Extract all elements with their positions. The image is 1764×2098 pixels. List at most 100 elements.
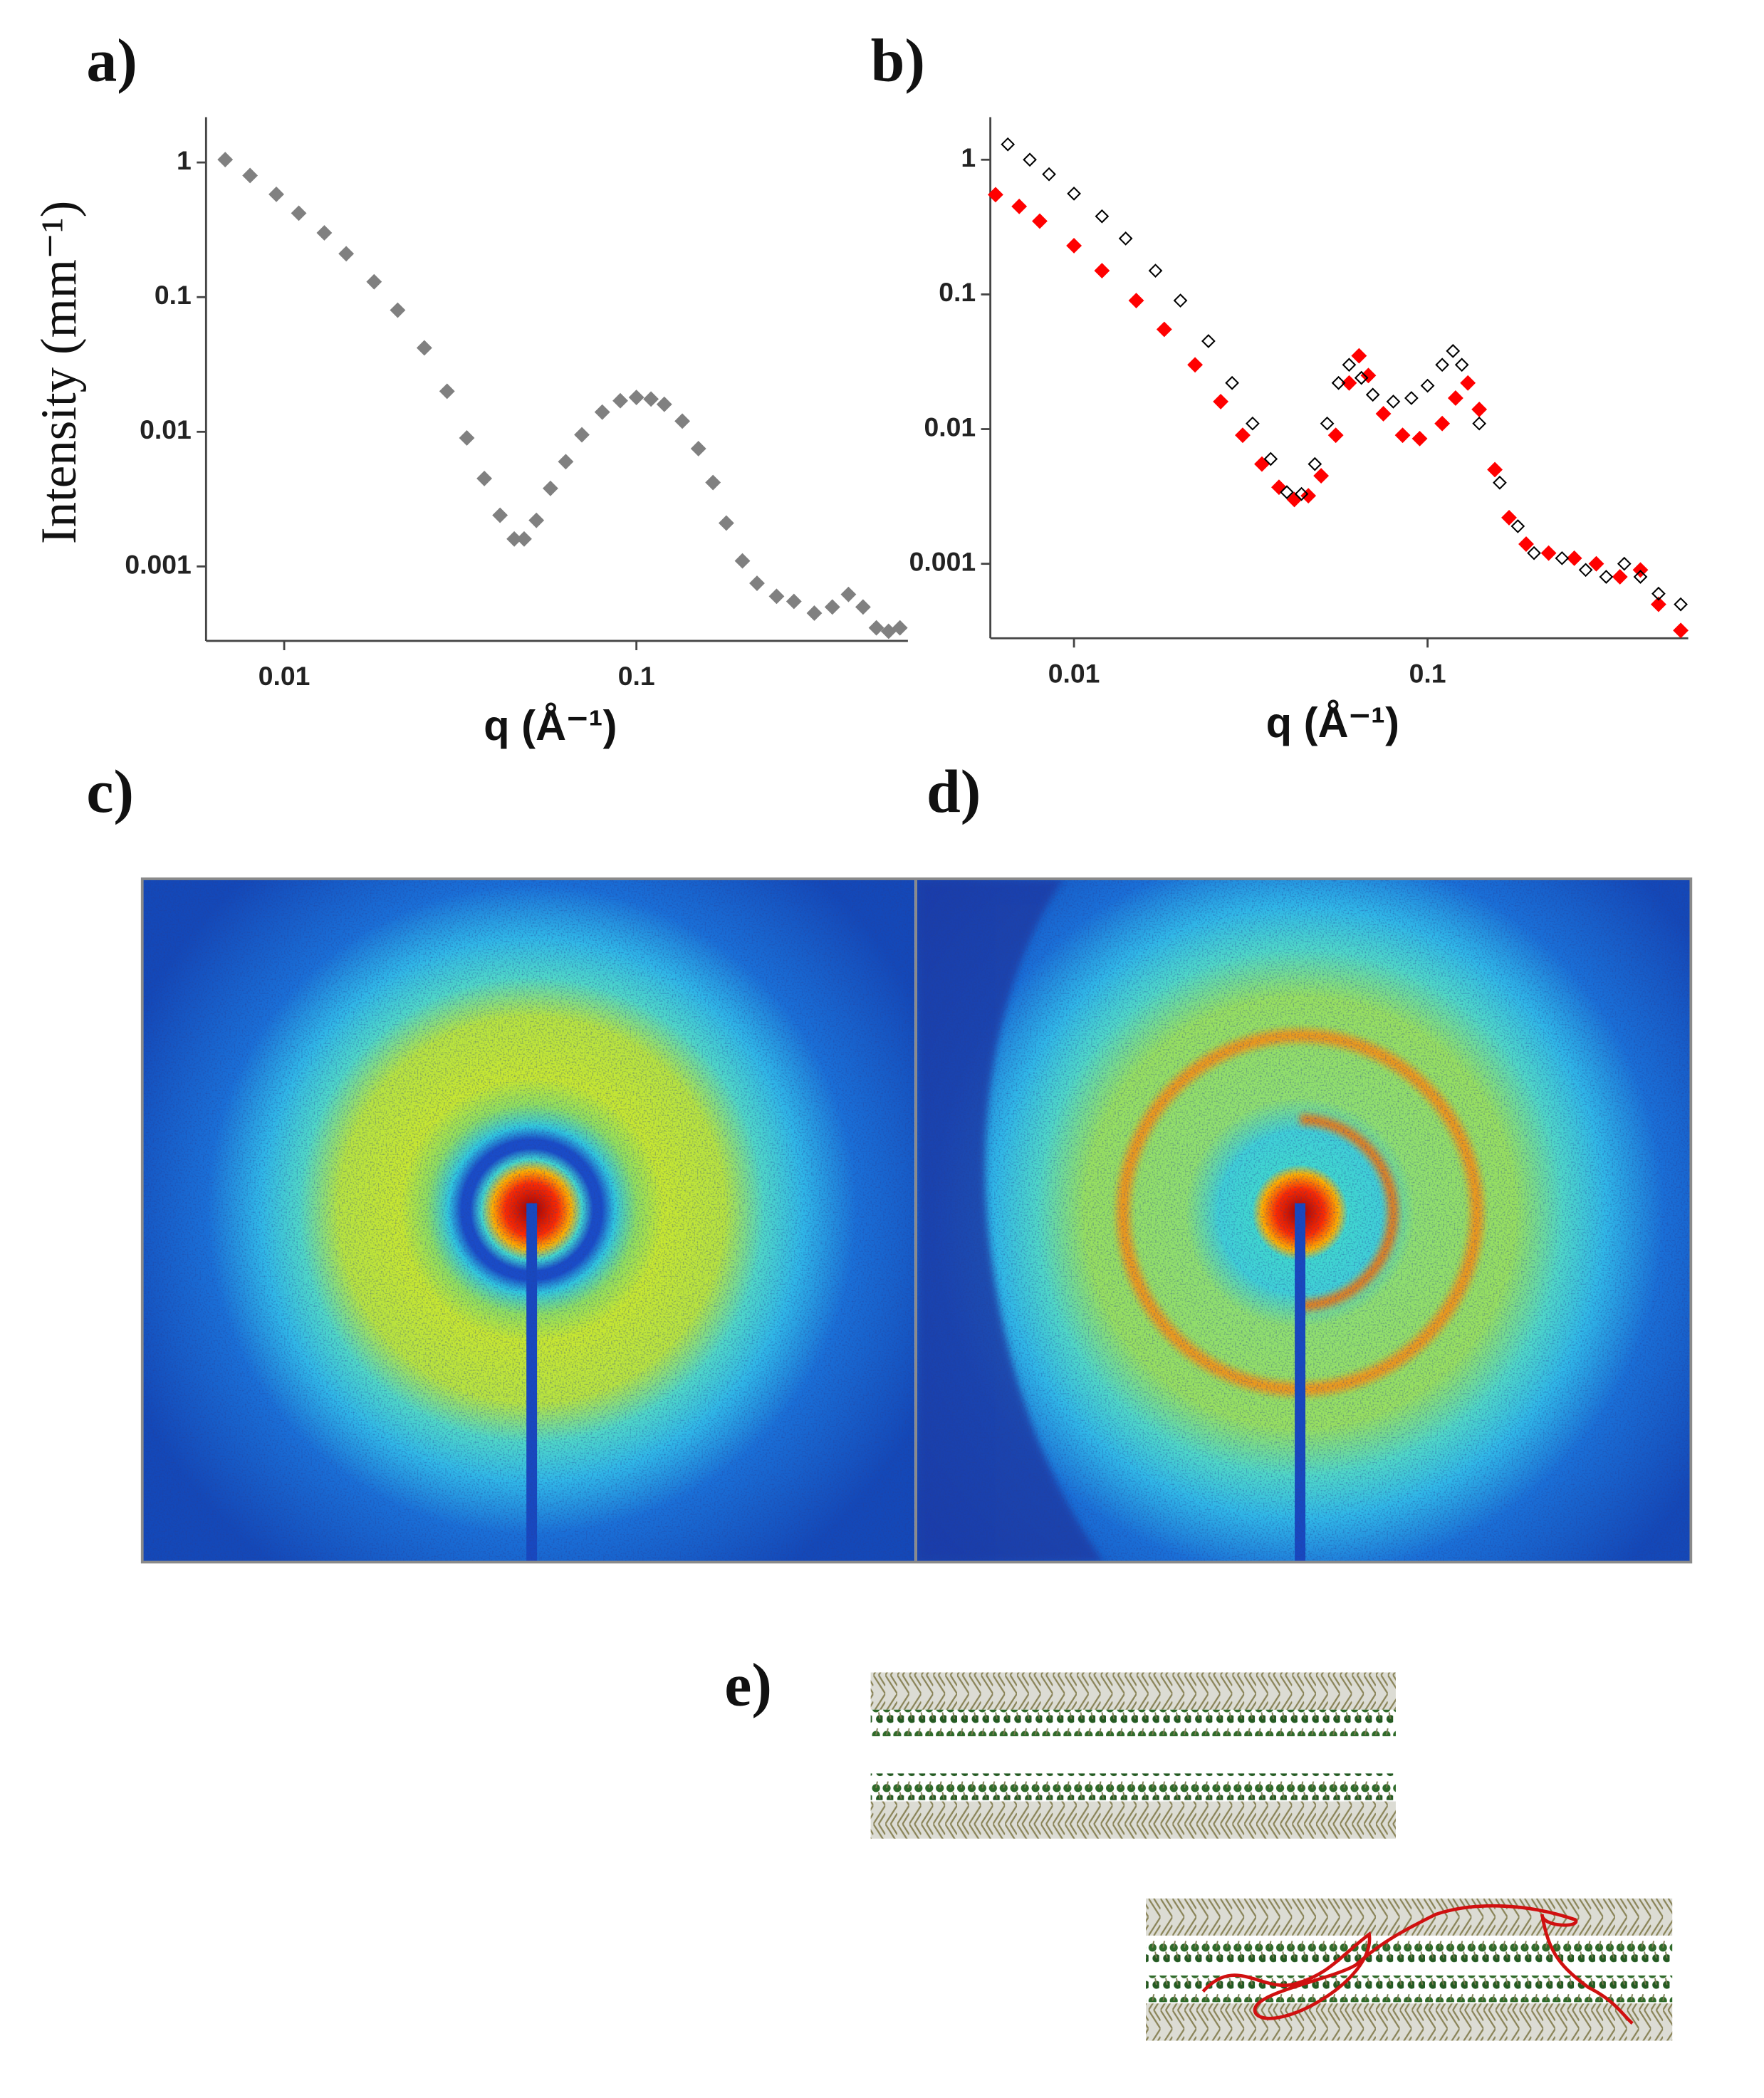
data-point <box>1518 536 1534 552</box>
data-point <box>1201 334 1216 348</box>
data-point <box>1487 461 1503 478</box>
data-point <box>1225 375 1239 390</box>
data-point <box>1001 137 1016 152</box>
data-point <box>855 599 871 615</box>
data-point <box>718 515 734 531</box>
data-point <box>824 599 840 615</box>
lipid-heads <box>870 1773 1396 1800</box>
data-point <box>338 246 355 262</box>
data-point <box>217 152 234 168</box>
data-point <box>1011 198 1028 214</box>
detector-image-c <box>142 879 915 1562</box>
panel-label: c) <box>86 757 134 825</box>
y-tick-label: 0.1 <box>155 280 192 310</box>
data-point <box>291 205 307 221</box>
data-point <box>1327 427 1344 444</box>
data-point <box>734 553 751 569</box>
data-point <box>1360 367 1377 384</box>
data-point <box>1446 344 1461 358</box>
x-tick-label: 0.01 <box>1048 658 1100 688</box>
bilayer-model <box>870 1672 1673 2041</box>
data-point <box>528 512 545 528</box>
data-point <box>1280 485 1294 499</box>
data-point <box>1042 167 1056 182</box>
data-point <box>1411 430 1428 447</box>
data-point <box>1271 479 1287 496</box>
data-point <box>1527 546 1541 560</box>
noise <box>142 879 915 1562</box>
data-point <box>316 225 333 241</box>
data-point <box>1246 416 1260 431</box>
data-point <box>1313 468 1330 484</box>
data-point <box>1435 358 1449 372</box>
lipid-tails <box>1146 2003 1673 2041</box>
data-point <box>880 623 897 640</box>
data-point <box>806 605 823 621</box>
data-point <box>439 383 455 400</box>
data-point <box>1674 597 1688 612</box>
data-point <box>1540 545 1557 561</box>
data-point <box>1365 387 1380 402</box>
data-point <box>492 507 508 523</box>
data-point <box>643 391 659 407</box>
x-tick-label: 0.1 <box>618 661 655 691</box>
data-point <box>1673 622 1689 639</box>
data-point <box>1331 375 1346 390</box>
data-point <box>1173 293 1188 308</box>
polymer-chain <box>1201 1904 1634 2025</box>
data-point <box>1472 416 1486 431</box>
noise <box>917 879 1691 1562</box>
data-point <box>892 620 908 636</box>
data-point <box>390 302 406 318</box>
y-tick-label: 1 <box>961 142 976 172</box>
data-point <box>268 186 284 202</box>
data-point <box>840 586 857 602</box>
data-point <box>612 392 628 409</box>
data-point <box>1555 550 1570 565</box>
data-point <box>1320 416 1335 431</box>
x-axis-label: q (Å⁻¹) <box>484 701 617 749</box>
data-point <box>1342 358 1357 372</box>
lipid-tails <box>1146 1898 1673 1936</box>
data-point <box>1094 263 1110 279</box>
data-point <box>1566 550 1582 566</box>
data-point <box>1434 415 1451 432</box>
panel-label: d) <box>927 757 981 825</box>
data-point <box>594 404 610 420</box>
y-tick-label: 1 <box>177 145 192 175</box>
lipid-heads <box>870 1709 1396 1737</box>
data-point <box>786 593 802 610</box>
data-point <box>1128 293 1144 308</box>
data-point <box>1156 321 1172 338</box>
data-point <box>459 430 475 446</box>
data-point <box>1612 569 1628 585</box>
data-point <box>1633 570 1648 584</box>
data-point <box>1493 475 1507 490</box>
data-point <box>749 575 765 591</box>
data-point <box>1263 452 1278 466</box>
data-point <box>628 390 644 405</box>
data-point <box>674 413 691 429</box>
data-point <box>574 427 590 443</box>
panel-label: e) <box>724 1650 772 1718</box>
x-axis-label: q (Å⁻¹) <box>1266 699 1399 746</box>
data-point <box>1067 187 1081 201</box>
data-point <box>1066 238 1082 254</box>
data-point <box>1651 586 1666 601</box>
data-point <box>705 474 721 491</box>
panel-label: a) <box>86 26 137 94</box>
lipid-tails <box>870 1801 1396 1839</box>
data-point <box>1254 456 1270 472</box>
x-tick-label: 0.1 <box>1409 658 1446 688</box>
data-point <box>1394 427 1411 444</box>
data-point <box>1501 509 1517 526</box>
y-tick-label: 0.01 <box>140 414 192 444</box>
data-point <box>1095 209 1110 224</box>
panel-label: b) <box>871 26 925 94</box>
data-point <box>1351 348 1367 364</box>
lipid-heads <box>1146 1936 1673 1963</box>
data-point <box>1471 401 1488 417</box>
data-point <box>242 167 259 184</box>
